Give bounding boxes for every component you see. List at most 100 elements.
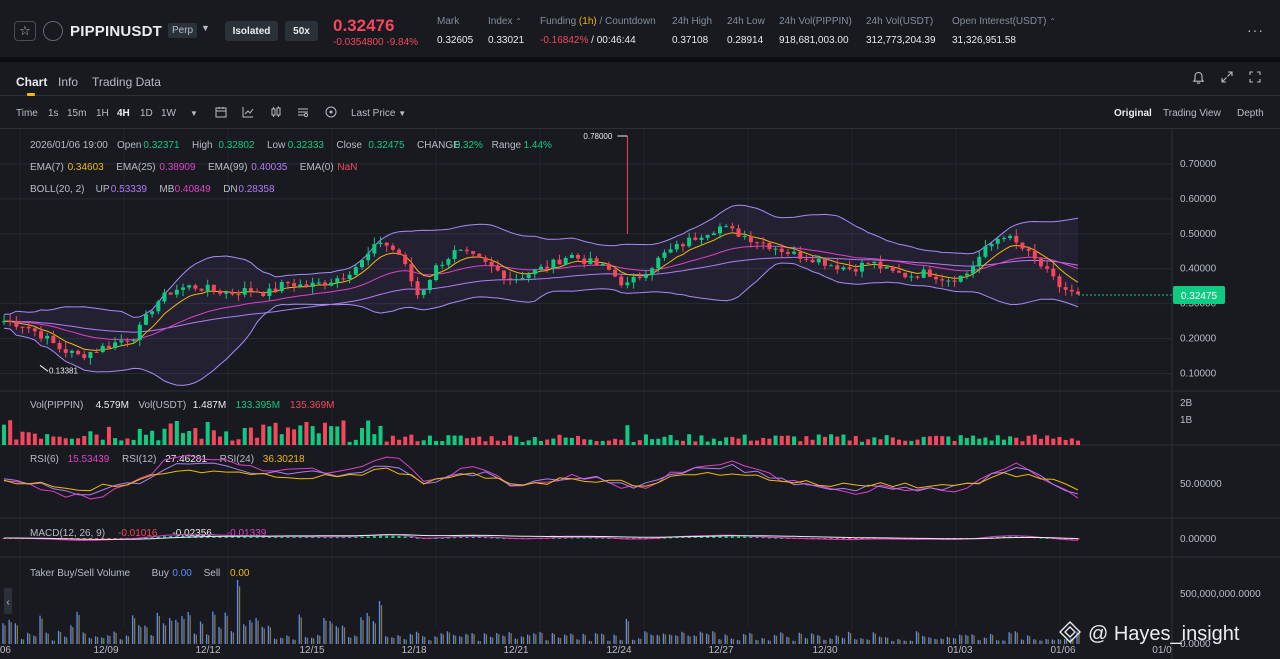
ticker-header: ☆ PIPPINUSDT Perp ▼ Isolated 50x 0.32476… — [0, 0, 1280, 58]
macd-legend-value: -0.01016 — [118, 528, 158, 539]
volume-bar — [934, 435, 939, 445]
calendar-icon[interactable] — [215, 106, 227, 121]
interval-dropdown-chevron-icon[interactable]: ▼ — [190, 109, 198, 118]
x-axis-label: 01/0 — [1152, 645, 1172, 656]
volume-bar — [45, 434, 50, 445]
candle-body — [100, 345, 105, 352]
settings-icon[interactable] — [297, 106, 309, 121]
margin-mode-button[interactable]: Isolated — [225, 21, 278, 41]
more-icon[interactable]: ··· — [1247, 22, 1264, 38]
volume-bar — [88, 431, 93, 445]
macd-bar — [866, 538, 870, 539]
view-depth[interactable]: Depth — [1237, 108, 1264, 119]
macd-bar — [113, 538, 117, 539]
macd-bar — [446, 537, 450, 539]
stat-value: 31,326,951.58 — [952, 35, 1016, 46]
candle-body — [267, 288, 272, 297]
bell-icon[interactable] — [1192, 71, 1205, 88]
volume-bar — [964, 437, 969, 445]
tab-trading-data[interactable]: Trading Data — [92, 75, 161, 89]
volume-bar — [1051, 438, 1056, 445]
leverage-button[interactable]: 50x — [285, 21, 318, 41]
candle-body — [14, 321, 19, 327]
view-trading-view[interactable]: Trading View — [1163, 108, 1221, 119]
tab-info[interactable]: Info — [58, 75, 79, 89]
macd-bar — [107, 538, 111, 540]
macd-bar — [212, 535, 216, 538]
volume-bar — [292, 429, 297, 445]
crosshair-icon[interactable] — [325, 106, 337, 121]
candle-body — [625, 282, 630, 286]
favorite-star-icon[interactable]: ☆ — [14, 21, 36, 41]
indicator-icon[interactable] — [242, 106, 254, 121]
candle-body — [440, 264, 445, 266]
interval-15m[interactable]: 15m — [67, 108, 87, 119]
volume-bar — [113, 438, 118, 445]
volume-bar — [730, 436, 735, 445]
stat-label: Open Interest(USDT) ⌃ — [952, 16, 1056, 27]
volume-bar — [878, 439, 883, 445]
volume-bar — [489, 436, 494, 445]
macd-bar — [440, 537, 444, 539]
boll-legend-value: 0.40849 — [175, 184, 212, 195]
boll-legend-value: 0.53339 — [111, 184, 148, 195]
macd-bar — [551, 537, 555, 539]
volume-bar — [927, 436, 932, 445]
macd-bar — [175, 535, 179, 538]
volume-bar — [174, 421, 179, 445]
volume-bar — [680, 440, 685, 445]
price-axis-label: 0.70000 — [1180, 159, 1217, 170]
volume-bar — [588, 439, 593, 445]
volume-bar — [421, 440, 426, 445]
volume-bar — [446, 435, 451, 445]
interval-1w[interactable]: 1W — [161, 108, 176, 119]
candle-body — [897, 270, 901, 273]
interval-1h[interactable]: 1H — [96, 108, 109, 119]
symbol-dropdown-chevron-icon[interactable]: ▼ — [201, 23, 210, 33]
candle-body — [946, 280, 951, 282]
stat-index[interactable]: Index ⌃ 0.33021 — [488, 16, 524, 46]
volume-bar — [946, 436, 951, 445]
stat-open-interest[interactable]: Open Interest(USDT) ⌃ 31,326,951.58 — [952, 16, 1056, 46]
volume-bar — [539, 441, 543, 445]
candle-body — [304, 284, 309, 287]
volume-bar — [211, 430, 216, 445]
candle-body — [718, 226, 722, 234]
view-original[interactable]: Original — [1114, 108, 1152, 119]
candle-body — [748, 236, 753, 243]
interval-4h[interactable]: 4H — [117, 108, 130, 119]
volume-bar — [168, 423, 173, 445]
tab-chart[interactable]: Chart — [16, 75, 48, 89]
interval-1d[interactable]: 1D — [140, 108, 153, 119]
candle-body — [427, 280, 432, 291]
candlestick-chart[interactable]: 0.78000 0.13381 0.70000 0.60000 0.50000 0.400… — [0, 129, 1280, 659]
bollinger-upper-line — [3, 204, 1079, 318]
macd-legend-value: -0.01339 — [227, 528, 267, 539]
fullscreen-icon[interactable] — [1249, 71, 1261, 86]
volume-bar — [594, 441, 599, 445]
price-type-select[interactable]: Last Price ▼ — [351, 108, 407, 119]
compare-icon[interactable] — [270, 106, 282, 121]
volume-bar — [267, 426, 272, 445]
volume-bar — [236, 439, 241, 445]
interval-1s[interactable]: 1s — [48, 108, 59, 119]
volume-bar — [397, 439, 402, 445]
ema-legend-label: EMA(25) — [116, 162, 155, 173]
min-price-label: 0.13381 — [49, 366, 78, 375]
candle-body — [520, 278, 525, 280]
macd-bar — [743, 536, 747, 538]
interval-time[interactable]: Time — [16, 108, 38, 119]
volume-bar — [162, 428, 167, 445]
volume-bar — [662, 436, 667, 445]
macd-bar — [595, 537, 599, 539]
expand-icon[interactable] — [1221, 71, 1233, 86]
volume-bar — [39, 438, 44, 445]
symbol-name[interactable]: PIPPINUSDT — [70, 23, 163, 40]
volume-bar — [983, 437, 988, 445]
ohlc-label: High — [192, 140, 213, 151]
x-axis-label: 12/12 — [195, 645, 220, 656]
volume-bar — [903, 440, 908, 445]
macd-bar — [564, 537, 568, 539]
volume-bar — [816, 434, 821, 445]
volume-bar — [1001, 439, 1006, 445]
